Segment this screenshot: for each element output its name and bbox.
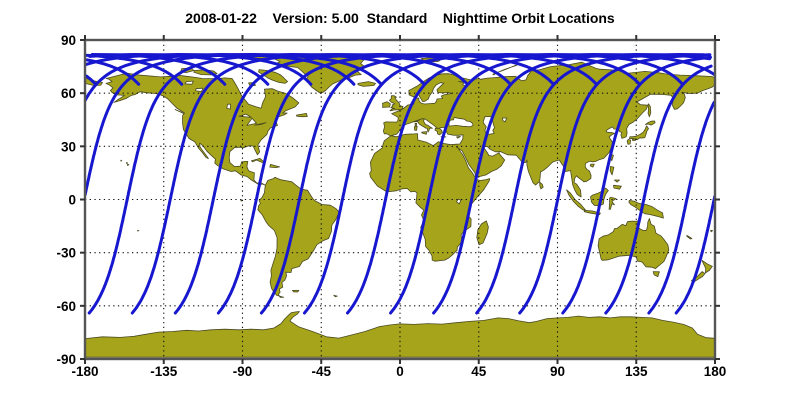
landmass <box>369 61 715 262</box>
x-tick-label: -45 <box>311 364 331 379</box>
orbit-track <box>475 53 706 315</box>
x-tick-label: 0 <box>396 364 404 379</box>
x-tick-label: -180 <box>71 364 98 379</box>
orbit-track <box>216 53 555 315</box>
gridline-layer <box>85 40 715 359</box>
sea <box>195 87 204 92</box>
landmass <box>414 122 417 127</box>
y-tick-label: 90 <box>61 33 76 48</box>
sea <box>448 117 474 128</box>
orbit-track-layer <box>85 53 715 315</box>
y-tick-label: 60 <box>61 86 76 101</box>
sea <box>413 82 453 105</box>
sea <box>238 113 252 118</box>
orbit-track <box>647 100 715 315</box>
landmass <box>628 200 664 219</box>
landmass <box>389 95 404 112</box>
y-tick-label: 0 <box>68 193 76 208</box>
landmass <box>357 81 376 87</box>
landmass <box>628 125 649 141</box>
x-tick-label: 135 <box>625 364 648 379</box>
orbit-track <box>259 53 598 315</box>
orbit-track <box>85 53 356 103</box>
landmass <box>137 229 140 232</box>
landmass <box>652 271 660 277</box>
landmass <box>125 162 129 164</box>
landmass <box>645 120 656 126</box>
orbit-track <box>561 55 712 315</box>
landmass <box>590 187 609 207</box>
landmass <box>614 179 620 183</box>
landmass <box>296 113 308 118</box>
orbit-track <box>303 53 641 315</box>
y-tick-label: 30 <box>61 139 76 154</box>
landmass <box>609 166 615 176</box>
landmass <box>105 72 300 186</box>
landmass <box>701 260 713 274</box>
sea <box>246 117 257 126</box>
landmass <box>174 109 185 115</box>
orbit-track <box>85 53 383 197</box>
sea <box>254 122 267 126</box>
x-tick-label: 45 <box>471 364 487 379</box>
x-tick-label: 90 <box>550 364 565 379</box>
landmass <box>686 235 693 240</box>
y-tick-label: -30 <box>56 246 76 261</box>
axis-label-layer: -180 -135 -90 -45 0 45 90 135 180 90 60 30 0 -30 -60 -9… <box>56 33 726 379</box>
landmass <box>647 103 652 118</box>
axes-frame-layer <box>80 35 720 364</box>
y-tick-label: -60 <box>56 299 76 314</box>
landmass <box>710 229 713 233</box>
landmass <box>292 290 300 293</box>
landmass <box>421 131 427 135</box>
orbit-track <box>85 74 98 86</box>
landmass <box>382 101 391 108</box>
orbit-track <box>85 58 141 86</box>
landmass <box>626 139 631 145</box>
landmass <box>434 127 443 136</box>
landmass <box>608 196 617 210</box>
orbit-track <box>87 53 426 315</box>
sea <box>455 198 462 205</box>
sea <box>226 103 231 110</box>
landmass <box>566 189 586 211</box>
landmass <box>257 176 340 298</box>
landmass <box>120 159 123 162</box>
orbit-track <box>518 53 712 315</box>
landmass <box>613 184 622 190</box>
land-overlay-layer <box>412 118 461 139</box>
sea <box>483 145 500 157</box>
landmass <box>127 163 130 166</box>
landmass <box>476 220 489 246</box>
x-tick-label: -90 <box>233 364 253 379</box>
landmass <box>371 148 374 151</box>
sea <box>502 117 508 123</box>
orbit-track <box>173 53 512 315</box>
landmass <box>539 181 544 190</box>
orbit-track <box>604 64 713 315</box>
orbit-track <box>389 53 715 315</box>
orbit-track <box>432 53 712 315</box>
orbit-track <box>130 53 469 315</box>
landmass <box>251 158 266 164</box>
landmass <box>456 136 461 139</box>
y-tick-label: -90 <box>56 352 76 367</box>
landmass <box>240 199 243 202</box>
figure-title: 2008-01-22 Version: 5.00 Standard Nightt… <box>185 10 615 26</box>
landmass <box>589 163 595 168</box>
x-tick-label: 180 <box>704 364 727 379</box>
landmass <box>412 118 433 133</box>
landmass <box>632 138 637 141</box>
sea <box>184 80 194 85</box>
landmass <box>269 164 280 168</box>
orbit-track <box>85 53 313 86</box>
orbit-track <box>346 53 685 315</box>
orbit-track <box>674 195 715 315</box>
landmass <box>413 125 418 131</box>
landmass <box>333 294 338 298</box>
x-tick-label: -135 <box>150 364 178 379</box>
